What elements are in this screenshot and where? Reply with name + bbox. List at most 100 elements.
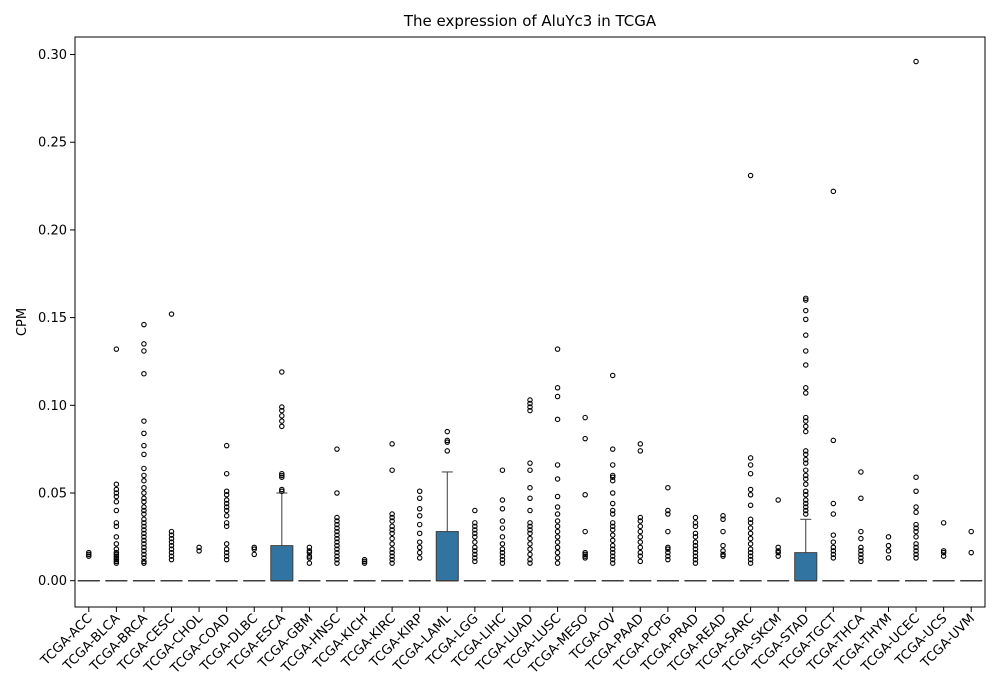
- outlier-point: [637, 539, 644, 545]
- outlier-point: [747, 502, 754, 509]
- outlier-point: [527, 556, 533, 563]
- outlier-point: [86, 551, 92, 558]
- outlier-point: [720, 542, 726, 549]
- outlier-point: [775, 553, 781, 559]
- outlier-point: [472, 555, 478, 561]
- outlier-point: [609, 490, 616, 496]
- outlier-point: [913, 544, 919, 551]
- outlier-point: [720, 528, 726, 535]
- outlier-point: [747, 553, 754, 559]
- box-group-tcga-acc: [77, 549, 100, 582]
- outlier-point: [279, 413, 285, 419]
- outlier-point: [113, 493, 120, 500]
- outlier-point: [141, 490, 147, 496]
- outlier-point: [747, 560, 754, 566]
- outlier-point: [582, 435, 588, 442]
- outlier-point: [692, 530, 699, 537]
- box-group-tcga-lgg: [463, 507, 486, 582]
- box-group-tcga-laml: [435, 428, 459, 582]
- outlier-point: [830, 555, 837, 561]
- outlier-point: [334, 535, 340, 542]
- outlier-point: [747, 525, 754, 531]
- outlier-point: [803, 500, 809, 507]
- outlier-point: [609, 532, 616, 538]
- outlier-point: [527, 460, 533, 466]
- outlier-point: [113, 551, 120, 558]
- outlier-point: [747, 520, 754, 526]
- outlier-point: [720, 548, 726, 554]
- outlier-point: [196, 544, 202, 551]
- outlier-point: [334, 532, 340, 538]
- outlier-point: [609, 472, 616, 479]
- outlier-point: [913, 525, 919, 531]
- outlier-point: [803, 481, 809, 487]
- outlier-point: [527, 404, 533, 410]
- outlier-point: [279, 486, 285, 493]
- outlier-point: [361, 560, 368, 566]
- outlier-point: [168, 556, 175, 563]
- outlier-point: [389, 518, 395, 524]
- outlier-point: [527, 407, 533, 414]
- outlier-point: [251, 544, 257, 551]
- outlier-point: [113, 481, 120, 487]
- box-group-tcga-thym: [877, 534, 900, 582]
- outlier-point: [940, 553, 947, 559]
- outlier-point: [775, 548, 781, 554]
- outlier-point: [665, 546, 671, 552]
- outlier-point: [113, 546, 120, 552]
- box-group-tcga-gbm: [298, 544, 321, 582]
- outlier-point: [279, 472, 285, 479]
- outlier-point: [168, 553, 175, 559]
- outlier-point: [113, 499, 120, 505]
- outlier-point: [334, 525, 340, 531]
- outlier-point: [472, 520, 478, 526]
- outlier-point: [665, 553, 671, 559]
- outlier-point: [527, 546, 533, 552]
- outlier-point: [803, 511, 809, 517]
- outlier-point: [913, 528, 919, 535]
- outlier-point: [665, 544, 671, 551]
- outlier-point: [747, 462, 754, 468]
- outlier-point: [554, 346, 561, 352]
- outlier-point: [582, 549, 588, 556]
- outlier-point: [279, 474, 285, 480]
- outlier-point: [830, 551, 837, 558]
- outlier-point: [306, 549, 313, 556]
- outlier-point: [913, 555, 919, 561]
- x-axis: TCGA-ACCTCGA-BLCATCGA-BRCATCGA-CESCTCGA-…: [38, 607, 978, 677]
- outlier-point: [830, 511, 837, 517]
- outlier-point: [527, 397, 533, 403]
- outlier-point: [168, 549, 175, 556]
- outlier-point: [803, 460, 809, 466]
- outlier-point: [444, 448, 451, 454]
- outlier-point: [582, 414, 588, 421]
- outlier-point: [665, 528, 671, 535]
- outlier-point: [499, 541, 506, 547]
- outlier-point: [334, 560, 340, 566]
- outlier-point: [554, 534, 561, 540]
- outlier-point: [306, 553, 313, 559]
- outlier-point: [858, 528, 864, 535]
- box-group-tcga-ucec: [905, 58, 928, 582]
- outlier-point: [803, 504, 809, 510]
- outlier-point: [113, 558, 120, 565]
- outlier-point: [499, 556, 506, 563]
- box-group-tcga-thca: [849, 469, 872, 582]
- outlier-point: [803, 467, 809, 473]
- outlier-point: [499, 518, 506, 524]
- outlier-point: [637, 549, 644, 556]
- outlier-point: [720, 553, 726, 559]
- box-group-tcga-coad: [215, 442, 238, 582]
- outlier-point: [803, 418, 809, 424]
- outlier-point: [306, 548, 313, 554]
- outlier-point: [803, 348, 809, 354]
- outlier-point: [692, 546, 699, 552]
- outlier-point: [223, 507, 230, 514]
- y-tick-label: 0.30: [38, 48, 67, 63]
- outlier-point: [968, 528, 974, 535]
- outlier-point: [196, 548, 202, 554]
- outlier-point: [913, 548, 919, 554]
- outlier-point: [803, 507, 809, 514]
- outlier-point: [858, 544, 864, 551]
- outlier-point: [582, 551, 588, 558]
